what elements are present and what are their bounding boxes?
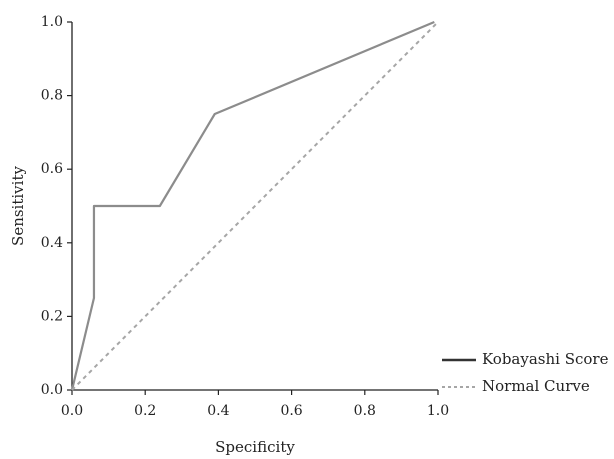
legend-label-normal-curve: Normal Curve bbox=[482, 377, 590, 395]
x-tick-label: 0.2 bbox=[134, 403, 156, 419]
y-axis-title: Sensitivity bbox=[9, 166, 27, 246]
y-tick-label: 0.0 bbox=[41, 382, 63, 398]
ticks: 0.0 0.2 0.4 0.6 0.8 1.0 0.0 0.2 0.4 0.6 0.8 1.0 bbox=[41, 14, 449, 419]
axes bbox=[71, 22, 438, 391]
x-tick-label: 0.6 bbox=[280, 403, 302, 419]
x-tick-label: 0.0 bbox=[61, 403, 83, 419]
y-tick-label: 0.6 bbox=[41, 161, 63, 177]
series-lines bbox=[70, 20, 439, 391]
y-tick-label: 1.0 bbox=[41, 14, 63, 30]
x-tick-label: 0.8 bbox=[354, 403, 376, 419]
x-tick-label: 1.0 bbox=[427, 403, 449, 419]
y-tick-label: 0.2 bbox=[41, 308, 63, 324]
x-tick-label: 0.4 bbox=[207, 403, 229, 419]
y-tick-label: 0.8 bbox=[41, 88, 63, 104]
series-line-kobayashi-score bbox=[70, 20, 435, 391]
x-axis-title: Specificity bbox=[215, 438, 295, 456]
y-tick-label: 0.4 bbox=[41, 235, 63, 251]
legend: Kobayashi Score Normal Curve bbox=[442, 350, 609, 395]
series-line-normal-curve bbox=[71, 21, 439, 391]
legend-label-kobayashi-score: Kobayashi Score bbox=[482, 350, 609, 368]
